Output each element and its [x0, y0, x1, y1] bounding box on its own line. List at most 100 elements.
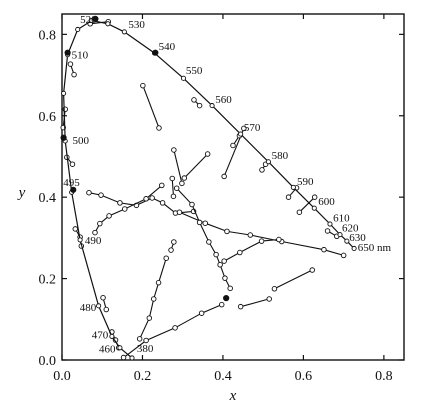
ellipse-point: [181, 175, 188, 181]
ellipse-point: [150, 296, 157, 302]
wavelength-label: 610: [333, 213, 350, 225]
ellipse-point: [156, 125, 162, 131]
ellipse-point: [163, 255, 169, 261]
wavelength-label: 495: [63, 177, 80, 189]
spectral-locus-point: [129, 355, 135, 361]
ellipse-point: [69, 161, 76, 167]
y-tick-label: 0.6: [39, 110, 57, 125]
ellipse-point: [196, 219, 203, 226]
wavelength-label: 540: [159, 41, 176, 53]
ellipse-point: [237, 303, 244, 310]
y-tick-label: 0.0: [39, 354, 57, 369]
spectral-locus-point: [121, 29, 127, 35]
ellipse-point: [136, 336, 143, 342]
ellipse-line: [223, 238, 279, 262]
ellipse-point: [271, 286, 278, 292]
solid-point: [152, 49, 159, 56]
ellipse-point: [168, 247, 174, 253]
ellipse-point: [258, 238, 265, 244]
spectral-locus-point: [117, 345, 123, 351]
x-tick-label: 0.6: [295, 369, 313, 384]
solid-point: [70, 186, 77, 193]
ellipse-point: [67, 61, 74, 67]
ellipse-line: [176, 187, 231, 289]
spectral-locus-point: [337, 232, 343, 238]
ellipse-point: [117, 200, 123, 206]
ellipse-line: [299, 196, 316, 213]
y-tick-label: 0.2: [39, 273, 57, 288]
solid-point: [223, 295, 230, 302]
spectral-locus-point: [351, 245, 357, 252]
ellipse-point: [179, 180, 185, 187]
ellipse-point: [122, 206, 128, 212]
ellipse-point: [169, 175, 175, 182]
wavelength-label: 480: [80, 302, 97, 314]
ellipse-point: [221, 173, 227, 180]
ellipse-point: [155, 279, 162, 286]
wavelength-label: 460: [99, 344, 116, 356]
axis-ticks: 0.0 0.2 0.4 0.6 0.8 0.0 0.2 0.4 0.6 0.8: [39, 14, 404, 384]
ellipse-point: [143, 196, 149, 202]
spectral-locus-point: [96, 303, 102, 309]
ellipse-point: [103, 306, 110, 313]
ellipse-point: [230, 142, 236, 149]
wavelength-label: 530: [128, 19, 145, 31]
ellipse-point: [143, 337, 149, 344]
plot-frame-group: [61, 13, 405, 361]
solid-point: [60, 134, 67, 141]
ellipse-point: [321, 246, 327, 253]
ellipse-point: [92, 229, 98, 236]
spectral-locus-point: [290, 184, 296, 190]
ellipse-point: [100, 294, 106, 301]
y-tick-label: 0.8: [39, 28, 57, 43]
ellipse-line: [274, 269, 313, 290]
ellipse-point: [120, 354, 127, 361]
ellipse-point: [296, 209, 303, 215]
ellipse-point: [309, 267, 316, 273]
ellipse-point: [259, 167, 265, 173]
ellipse-point: [176, 209, 183, 215]
ellipse-point: [221, 258, 227, 264]
ellipse-point: [227, 285, 233, 292]
wavelength-label: 570: [244, 122, 261, 134]
ellipse-line: [90, 21, 109, 25]
spectral-locus-point: [344, 238, 350, 244]
ellipse-point: [86, 189, 92, 196]
wavelength-labels: 520 530 540 550 560 570 580 590 600 610620630650 …: [63, 14, 391, 356]
ellipse-point: [266, 296, 272, 302]
wavelength-label: 490: [85, 235, 102, 247]
wavelength-label: 500: [72, 135, 89, 147]
x-tick-label: 0.0: [53, 369, 71, 384]
ellipse-point: [198, 310, 205, 316]
y-axis-label: y: [17, 185, 26, 201]
ellipse-point: [173, 185, 180, 191]
solid-point: [92, 15, 99, 22]
spectral-locus-point: [265, 159, 271, 165]
ellipse-point: [140, 82, 146, 89]
ellipse-point: [202, 220, 208, 226]
y-tick-label: 0.4: [39, 191, 57, 206]
ellipse-point: [241, 125, 247, 132]
ellipse-point: [218, 301, 225, 308]
ellipse-point: [222, 275, 228, 281]
spectral-locus-point: [327, 221, 333, 227]
spectral-locus-point: [105, 21, 111, 27]
ellipse-point: [247, 232, 254, 238]
wavelength-label: 560: [215, 94, 232, 106]
ellipse-point: [276, 236, 282, 243]
ellipse-point: [204, 151, 211, 157]
ellipse-line: [179, 211, 344, 256]
wavelength-label: 550: [186, 65, 203, 77]
spectral-locus-point: [311, 205, 317, 211]
wavelength-label: 600: [318, 196, 335, 208]
ellipse-line: [183, 153, 209, 179]
ellipse-line: [240, 298, 270, 308]
solid-point: [64, 49, 71, 56]
ellipse-line: [94, 184, 163, 233]
ellipse-point: [159, 200, 166, 206]
wavelength-label: 650 nm: [358, 242, 392, 254]
ellipse-point: [97, 220, 103, 227]
wavelength-label: 580: [272, 150, 289, 162]
ellipse-point: [340, 252, 347, 259]
